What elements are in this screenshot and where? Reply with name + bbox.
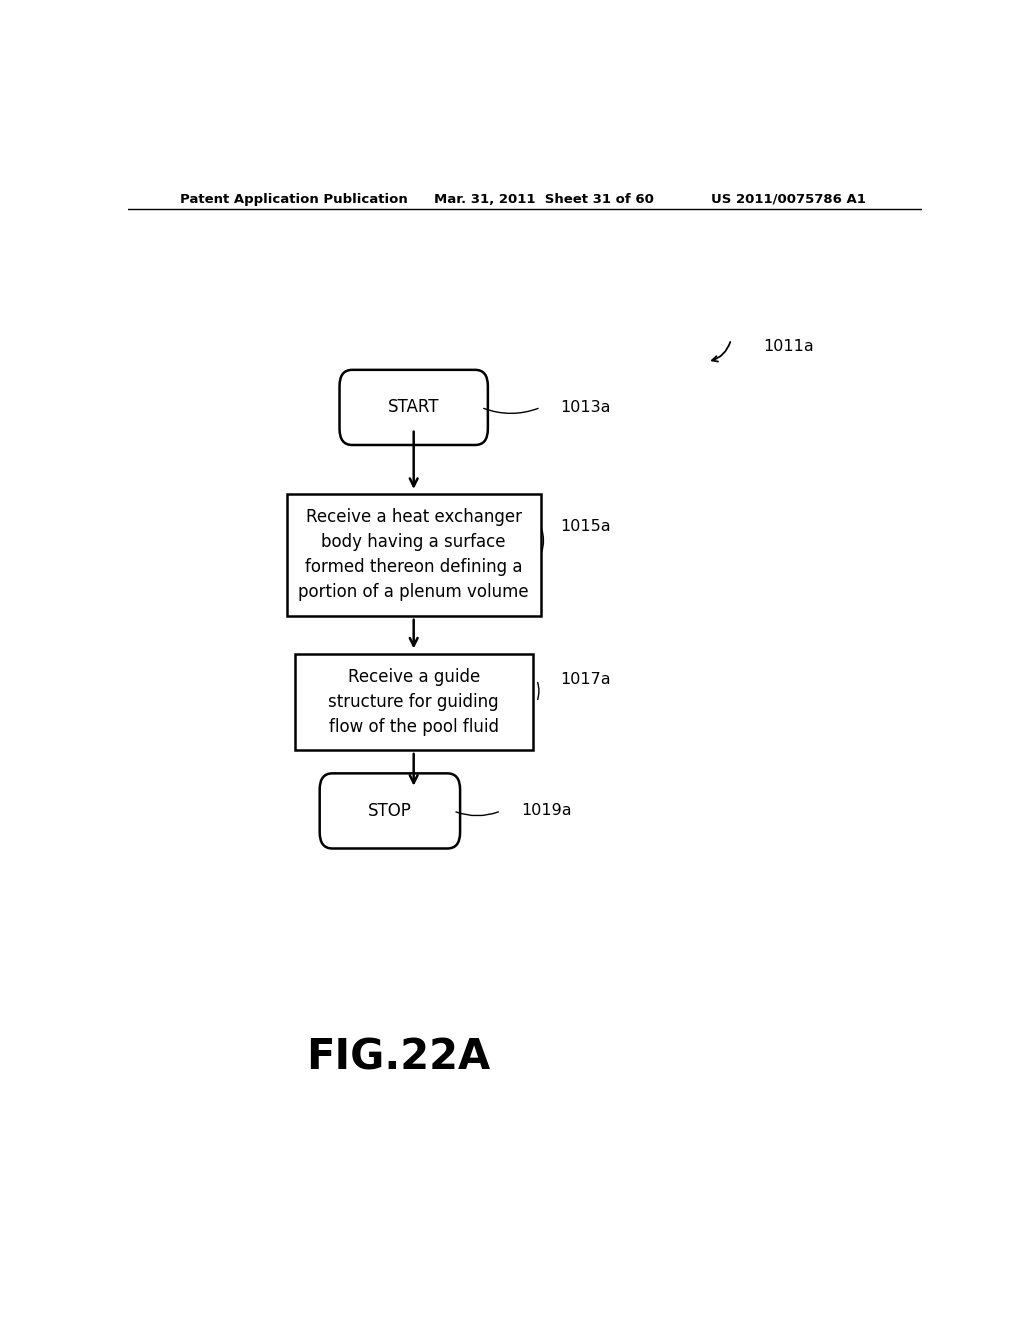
- FancyBboxPatch shape: [319, 774, 460, 849]
- Text: US 2011/0075786 A1: US 2011/0075786 A1: [712, 193, 866, 206]
- FancyBboxPatch shape: [295, 653, 532, 751]
- Text: 1015a: 1015a: [560, 519, 611, 533]
- Text: 1013a: 1013a: [560, 400, 611, 414]
- Text: Receive a guide
structure for guiding
flow of the pool fluid: Receive a guide structure for guiding fl…: [329, 668, 499, 737]
- Text: Mar. 31, 2011  Sheet 31 of 60: Mar. 31, 2011 Sheet 31 of 60: [433, 193, 653, 206]
- Text: START: START: [388, 399, 439, 416]
- Text: FIG.22A: FIG.22A: [306, 1038, 489, 1078]
- Text: 1011a: 1011a: [763, 339, 814, 354]
- Text: STOP: STOP: [368, 803, 412, 820]
- Text: Receive a heat exchanger
body having a surface
formed thereon defining a
portion: Receive a heat exchanger body having a s…: [298, 508, 529, 602]
- Text: Patent Application Publication: Patent Application Publication: [179, 193, 408, 206]
- FancyBboxPatch shape: [287, 494, 541, 615]
- Text: 1017a: 1017a: [560, 672, 611, 688]
- FancyBboxPatch shape: [340, 370, 487, 445]
- Text: 1019a: 1019a: [521, 804, 571, 818]
